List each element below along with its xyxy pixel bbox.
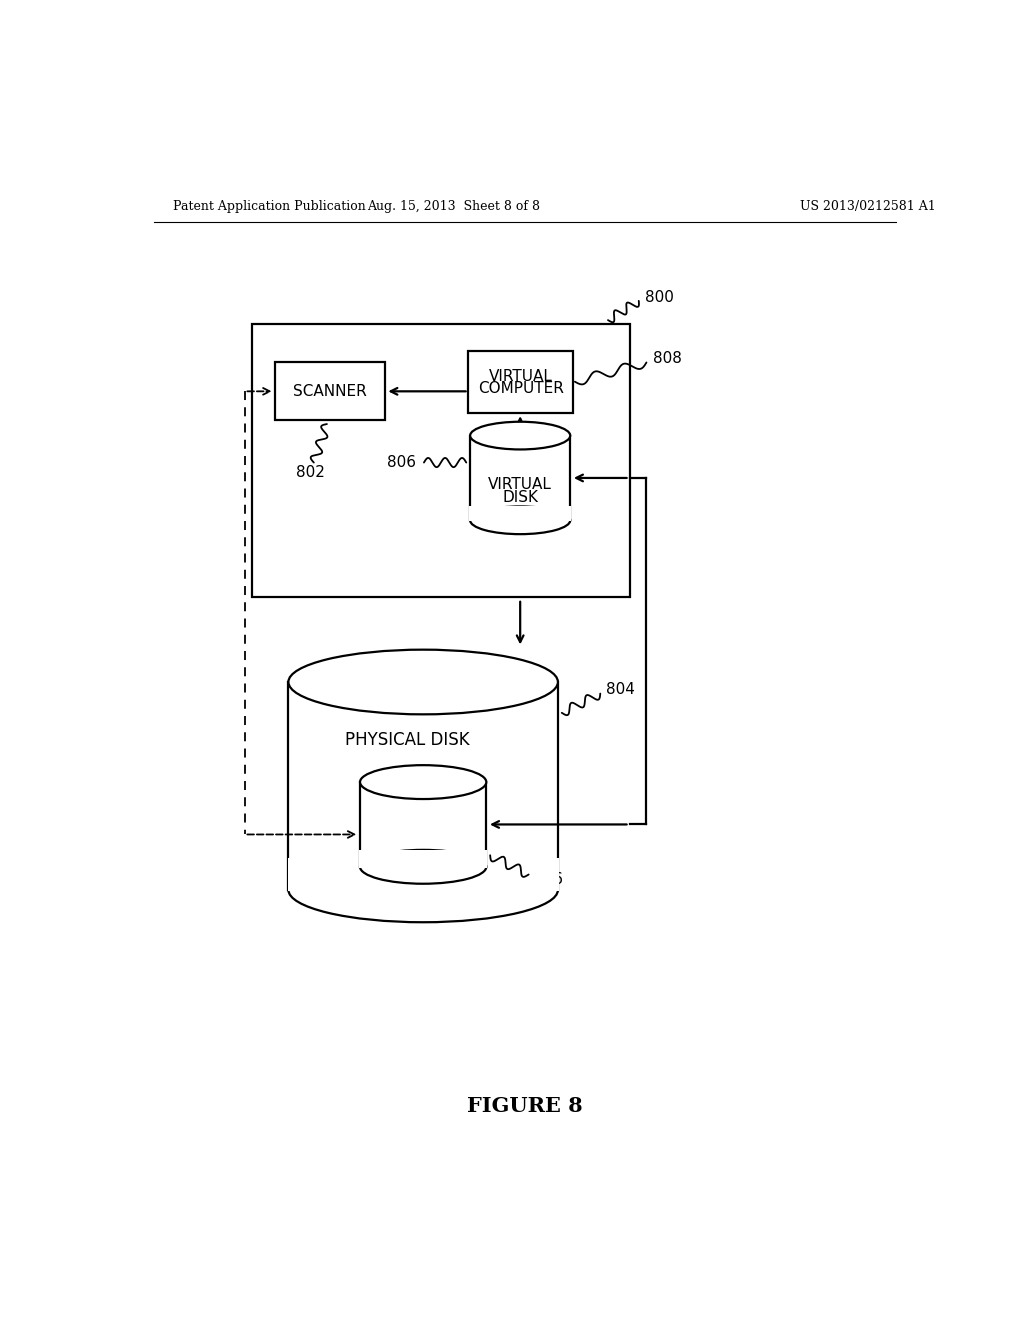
Bar bbox=[289, 682, 558, 890]
Ellipse shape bbox=[360, 766, 486, 799]
Text: SCANNER: SCANNER bbox=[293, 384, 367, 399]
Bar bbox=[469, 507, 571, 521]
Text: VIRTUAL: VIRTUAL bbox=[488, 368, 553, 384]
Text: Aug. 15, 2013  Sheet 8 of 8: Aug. 15, 2013 Sheet 8 of 8 bbox=[368, 199, 541, 213]
Text: 806: 806 bbox=[535, 873, 563, 887]
Ellipse shape bbox=[289, 858, 558, 923]
Text: FIGURE 8: FIGURE 8 bbox=[467, 1096, 583, 1115]
Bar bbox=[252, 323, 630, 597]
Text: COMPUTER: COMPUTER bbox=[477, 381, 563, 396]
Text: 802: 802 bbox=[296, 465, 325, 480]
Text: VIRTUAL: VIRTUAL bbox=[391, 822, 455, 837]
Ellipse shape bbox=[289, 649, 558, 714]
Text: 808: 808 bbox=[652, 351, 682, 366]
Text: DISK: DISK bbox=[406, 834, 441, 850]
Bar bbox=[360, 781, 486, 867]
Bar bbox=[275, 363, 385, 420]
Bar bbox=[359, 850, 487, 867]
Text: PHYSICAL DISK: PHYSICAL DISK bbox=[345, 731, 470, 748]
Ellipse shape bbox=[470, 507, 570, 535]
Bar bbox=[288, 858, 559, 891]
Ellipse shape bbox=[360, 850, 486, 884]
Text: 800: 800 bbox=[645, 289, 674, 305]
Text: 804: 804 bbox=[605, 682, 635, 697]
Text: 806: 806 bbox=[387, 455, 416, 470]
Bar bbox=[468, 351, 573, 413]
Text: DISK: DISK bbox=[502, 490, 539, 504]
Text: VIRTUAL: VIRTUAL bbox=[488, 478, 552, 492]
Ellipse shape bbox=[470, 422, 570, 450]
Text: US 2013/0212581 A1: US 2013/0212581 A1 bbox=[801, 199, 936, 213]
Bar bbox=[470, 436, 570, 520]
Text: Patent Application Publication: Patent Application Publication bbox=[173, 199, 366, 213]
